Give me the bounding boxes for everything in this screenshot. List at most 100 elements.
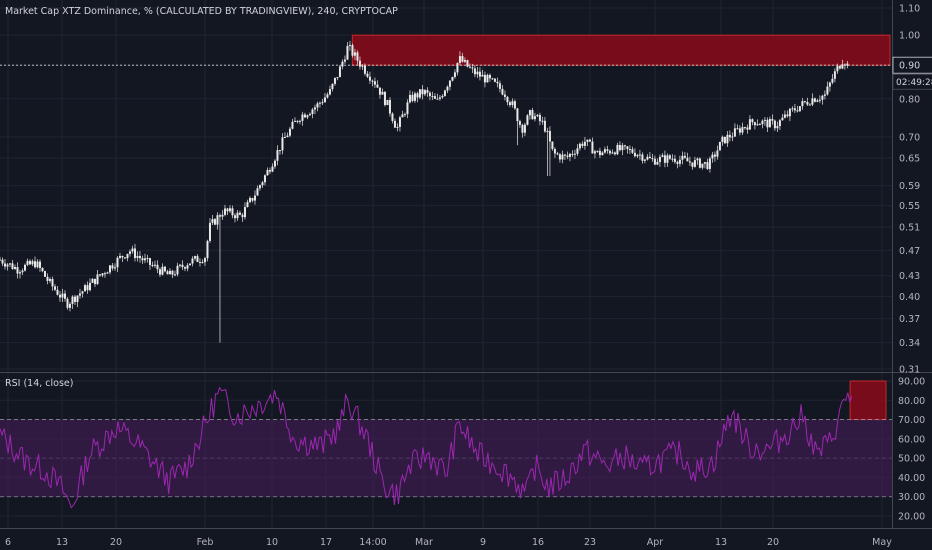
candle-body — [803, 101, 806, 103]
candle-body — [446, 86, 449, 91]
candle-body — [708, 158, 711, 169]
candle-body — [261, 182, 264, 186]
candle-body — [233, 215, 236, 219]
candle-body — [328, 89, 331, 95]
candle-body — [46, 276, 49, 281]
candle-body — [833, 71, 836, 79]
y-tick-label: 0.40 — [899, 292, 920, 303]
candle-body — [558, 154, 561, 160]
candle-body — [228, 208, 231, 212]
candle-body — [201, 262, 204, 264]
candle-body — [173, 274, 176, 276]
y-tick-label: 0.65 — [899, 153, 920, 164]
rsi-line — [0, 386, 853, 509]
candle-body — [751, 119, 754, 123]
candle-body — [461, 56, 464, 62]
candle-body — [143, 258, 146, 261]
candle-body — [141, 258, 144, 261]
candle-body — [571, 153, 574, 155]
candle-body — [811, 98, 814, 105]
candle-body — [43, 271, 46, 277]
candle-body — [518, 121, 521, 125]
candle-body — [161, 266, 164, 275]
candle-body — [383, 91, 386, 106]
candle-body — [481, 74, 484, 77]
candle-body — [101, 273, 104, 276]
candle-body — [683, 155, 686, 158]
candle-body — [543, 120, 546, 132]
candle-body — [471, 67, 474, 69]
candle-body — [731, 136, 734, 138]
candle-body — [86, 285, 89, 291]
candle-body — [501, 88, 504, 95]
candle-body — [303, 114, 306, 118]
rsi-band-fill — [0, 419, 892, 497]
candle-body — [541, 120, 544, 122]
rsi-overbought-zone — [849, 380, 887, 421]
candle-body — [301, 114, 304, 121]
candle-body — [203, 258, 206, 263]
candle-body — [781, 117, 784, 121]
candle-body — [438, 97, 441, 99]
candle-body — [598, 150, 601, 156]
candle-body — [293, 120, 296, 122]
candle-body — [238, 212, 241, 215]
candle-body — [496, 81, 499, 84]
candle-body — [276, 150, 279, 161]
candle-body — [553, 149, 556, 154]
candle-body — [296, 120, 299, 122]
y-tick-label: 0.59 — [899, 181, 920, 192]
candle-body — [351, 44, 354, 56]
candle-body — [366, 73, 369, 77]
candle-body — [23, 264, 26, 271]
candle-body — [631, 149, 634, 153]
candle-body — [371, 80, 374, 82]
x-tick-label: 16 — [532, 537, 544, 548]
rsi-y-tick-label: 90.00 — [898, 377, 925, 388]
candle-body — [336, 77, 339, 79]
candle-body — [123, 257, 126, 259]
candle-body — [156, 264, 159, 270]
candle-body — [166, 271, 169, 275]
candle-body — [523, 124, 526, 133]
candle-body — [28, 260, 31, 265]
candle-body — [353, 52, 356, 56]
candle-body — [528, 110, 531, 116]
candle-body — [761, 120, 764, 125]
x-tick-label: May — [872, 537, 892, 548]
candle-body — [13, 267, 16, 269]
x-tick-label: 20 — [110, 537, 122, 548]
candle-body — [148, 258, 151, 265]
candle-body — [758, 124, 761, 126]
candle-body — [706, 162, 709, 169]
candle-body — [578, 143, 581, 149]
candle-body — [656, 161, 659, 165]
candle-body — [306, 115, 309, 118]
candle-body — [506, 96, 509, 103]
candle-body — [786, 114, 789, 117]
candle-body — [678, 159, 681, 164]
candle-body — [493, 78, 496, 82]
y-tick-label: 0.37 — [899, 314, 920, 325]
candle-body — [31, 261, 34, 265]
candle-body — [8, 263, 11, 265]
candle-body — [638, 154, 641, 156]
candle-body — [73, 296, 76, 302]
candle-body — [561, 154, 564, 160]
candle-body — [733, 128, 736, 137]
candle-body — [181, 264, 184, 268]
candle-body — [258, 185, 261, 189]
rsi-y-tick-label: 70.00 — [898, 415, 925, 426]
candle-body — [821, 95, 824, 100]
candle-body — [711, 154, 714, 159]
x-tick-label: Apr — [647, 537, 664, 548]
candle-body — [61, 293, 64, 298]
candle-body — [198, 261, 201, 263]
candle-body — [583, 141, 586, 146]
candle-body — [686, 157, 689, 162]
candle-body — [626, 146, 629, 150]
candle-body — [138, 255, 141, 259]
candle-body — [636, 154, 639, 157]
candles — [0, 40, 849, 343]
rsi-y-tick-label: 50.00 — [898, 454, 925, 465]
